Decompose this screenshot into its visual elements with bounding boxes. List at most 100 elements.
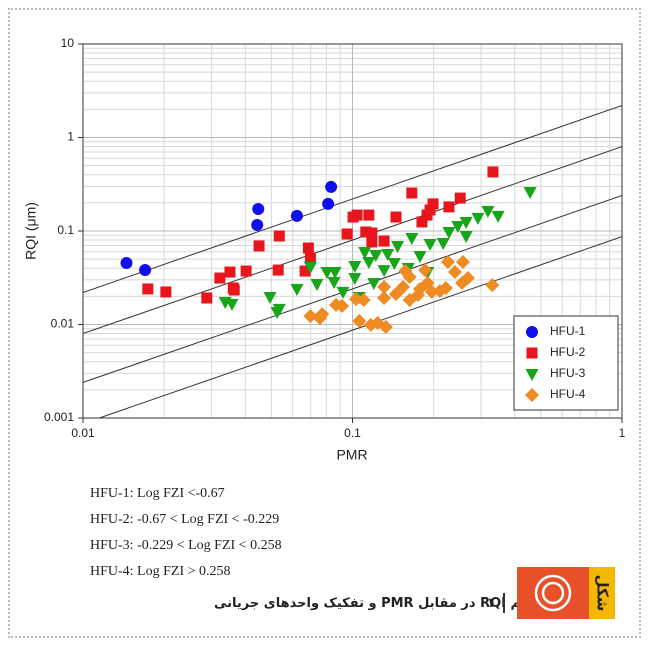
point: [390, 211, 402, 223]
point: [360, 226, 372, 238]
legend-label: HFU-2: [550, 345, 586, 359]
legend-marker: [525, 369, 539, 381]
point: [396, 279, 411, 294]
point: [427, 198, 439, 210]
point: [315, 307, 330, 322]
point: [387, 257, 401, 270]
point: [351, 209, 363, 221]
point: [367, 277, 381, 290]
legend-marker: [525, 388, 539, 402]
point: [303, 262, 317, 275]
point: [214, 272, 226, 284]
point: [341, 228, 353, 240]
point: [362, 257, 376, 270]
point: [290, 209, 303, 222]
point: [228, 284, 240, 296]
point: [263, 291, 277, 304]
point: [424, 204, 436, 216]
frame: [8, 8, 641, 638]
note: HFU-4: Log FZI > 0.258: [90, 564, 231, 579]
point: [418, 263, 433, 278]
point: [424, 284, 439, 299]
point: [253, 240, 265, 252]
point: [443, 201, 455, 213]
point: [377, 265, 391, 278]
note: HFU-2: -0.67 < Log FZI < -0.229: [90, 512, 280, 527]
icon-tab: [589, 567, 615, 619]
fzi-line: [83, 194, 622, 383]
point: [356, 292, 371, 307]
point: [413, 251, 427, 264]
y-axis-label: RQI (μm): [23, 202, 39, 260]
point: [329, 297, 344, 312]
point: [402, 270, 417, 285]
point: [310, 279, 324, 292]
point: [454, 192, 466, 204]
caption-number: ۱: [487, 596, 495, 611]
icon-ring: [534, 574, 572, 612]
point: [481, 205, 495, 218]
legend-marker: [526, 347, 538, 359]
point: [459, 230, 473, 243]
point: [327, 276, 341, 289]
figure-icon: شکل: [517, 567, 615, 619]
point: [366, 227, 378, 239]
x-tick-label: 0.1: [344, 426, 361, 440]
x-tick-label: 0.01: [71, 426, 95, 440]
point: [378, 320, 393, 335]
point: [523, 187, 537, 200]
point: [423, 238, 437, 251]
point: [302, 242, 314, 254]
point: [120, 256, 133, 269]
point: [471, 212, 485, 225]
point: [240, 265, 252, 277]
caption-divider: [503, 593, 505, 613]
point: [328, 267, 342, 280]
point: [251, 218, 264, 231]
point: [406, 187, 418, 199]
chart: PMR RQI (μm) 0.001 0.01 0.1 1 10 0.01 0.1 1 HFU-…: [23, 36, 626, 463]
point: [142, 283, 154, 295]
point: [348, 261, 362, 274]
x-axis-label: PMR: [336, 447, 367, 463]
y-tick-label: 0.001: [44, 410, 74, 424]
point: [381, 248, 395, 261]
y-tick-label: 0.01: [51, 317, 75, 331]
x-tick-label: 1: [619, 426, 626, 440]
icon-ring: [541, 581, 565, 605]
point: [325, 180, 338, 193]
point: [273, 230, 285, 242]
point: [336, 286, 350, 299]
point: [270, 307, 284, 320]
point: [491, 210, 505, 223]
point: [440, 255, 455, 270]
point: [485, 278, 500, 293]
point: [304, 252, 316, 264]
y-tick-label: 1: [67, 130, 74, 144]
point: [290, 283, 304, 296]
point: [369, 250, 383, 263]
note: HFU-3: -0.229 < Log FZI < 0.258: [90, 538, 282, 553]
point: [442, 226, 456, 239]
legend-label: HFU-4: [550, 387, 586, 401]
point: [322, 197, 335, 210]
point: [252, 202, 265, 215]
point: [459, 216, 473, 229]
note: HFU-1: Log FZI <-0.67: [90, 486, 225, 501]
point: [225, 298, 239, 311]
y-tick-label: 0.1: [57, 223, 74, 237]
fzi-line: [97, 236, 622, 418]
legend-marker: [526, 326, 538, 338]
point: [436, 237, 450, 250]
point: [416, 216, 428, 228]
point: [348, 273, 362, 286]
plot-content: [83, 105, 622, 418]
fzi-line: [83, 146, 622, 335]
point: [358, 247, 372, 260]
point: [447, 265, 462, 280]
point: [201, 292, 213, 304]
point: [388, 286, 403, 301]
point: [391, 240, 405, 253]
point: [460, 271, 475, 286]
point: [160, 286, 172, 298]
